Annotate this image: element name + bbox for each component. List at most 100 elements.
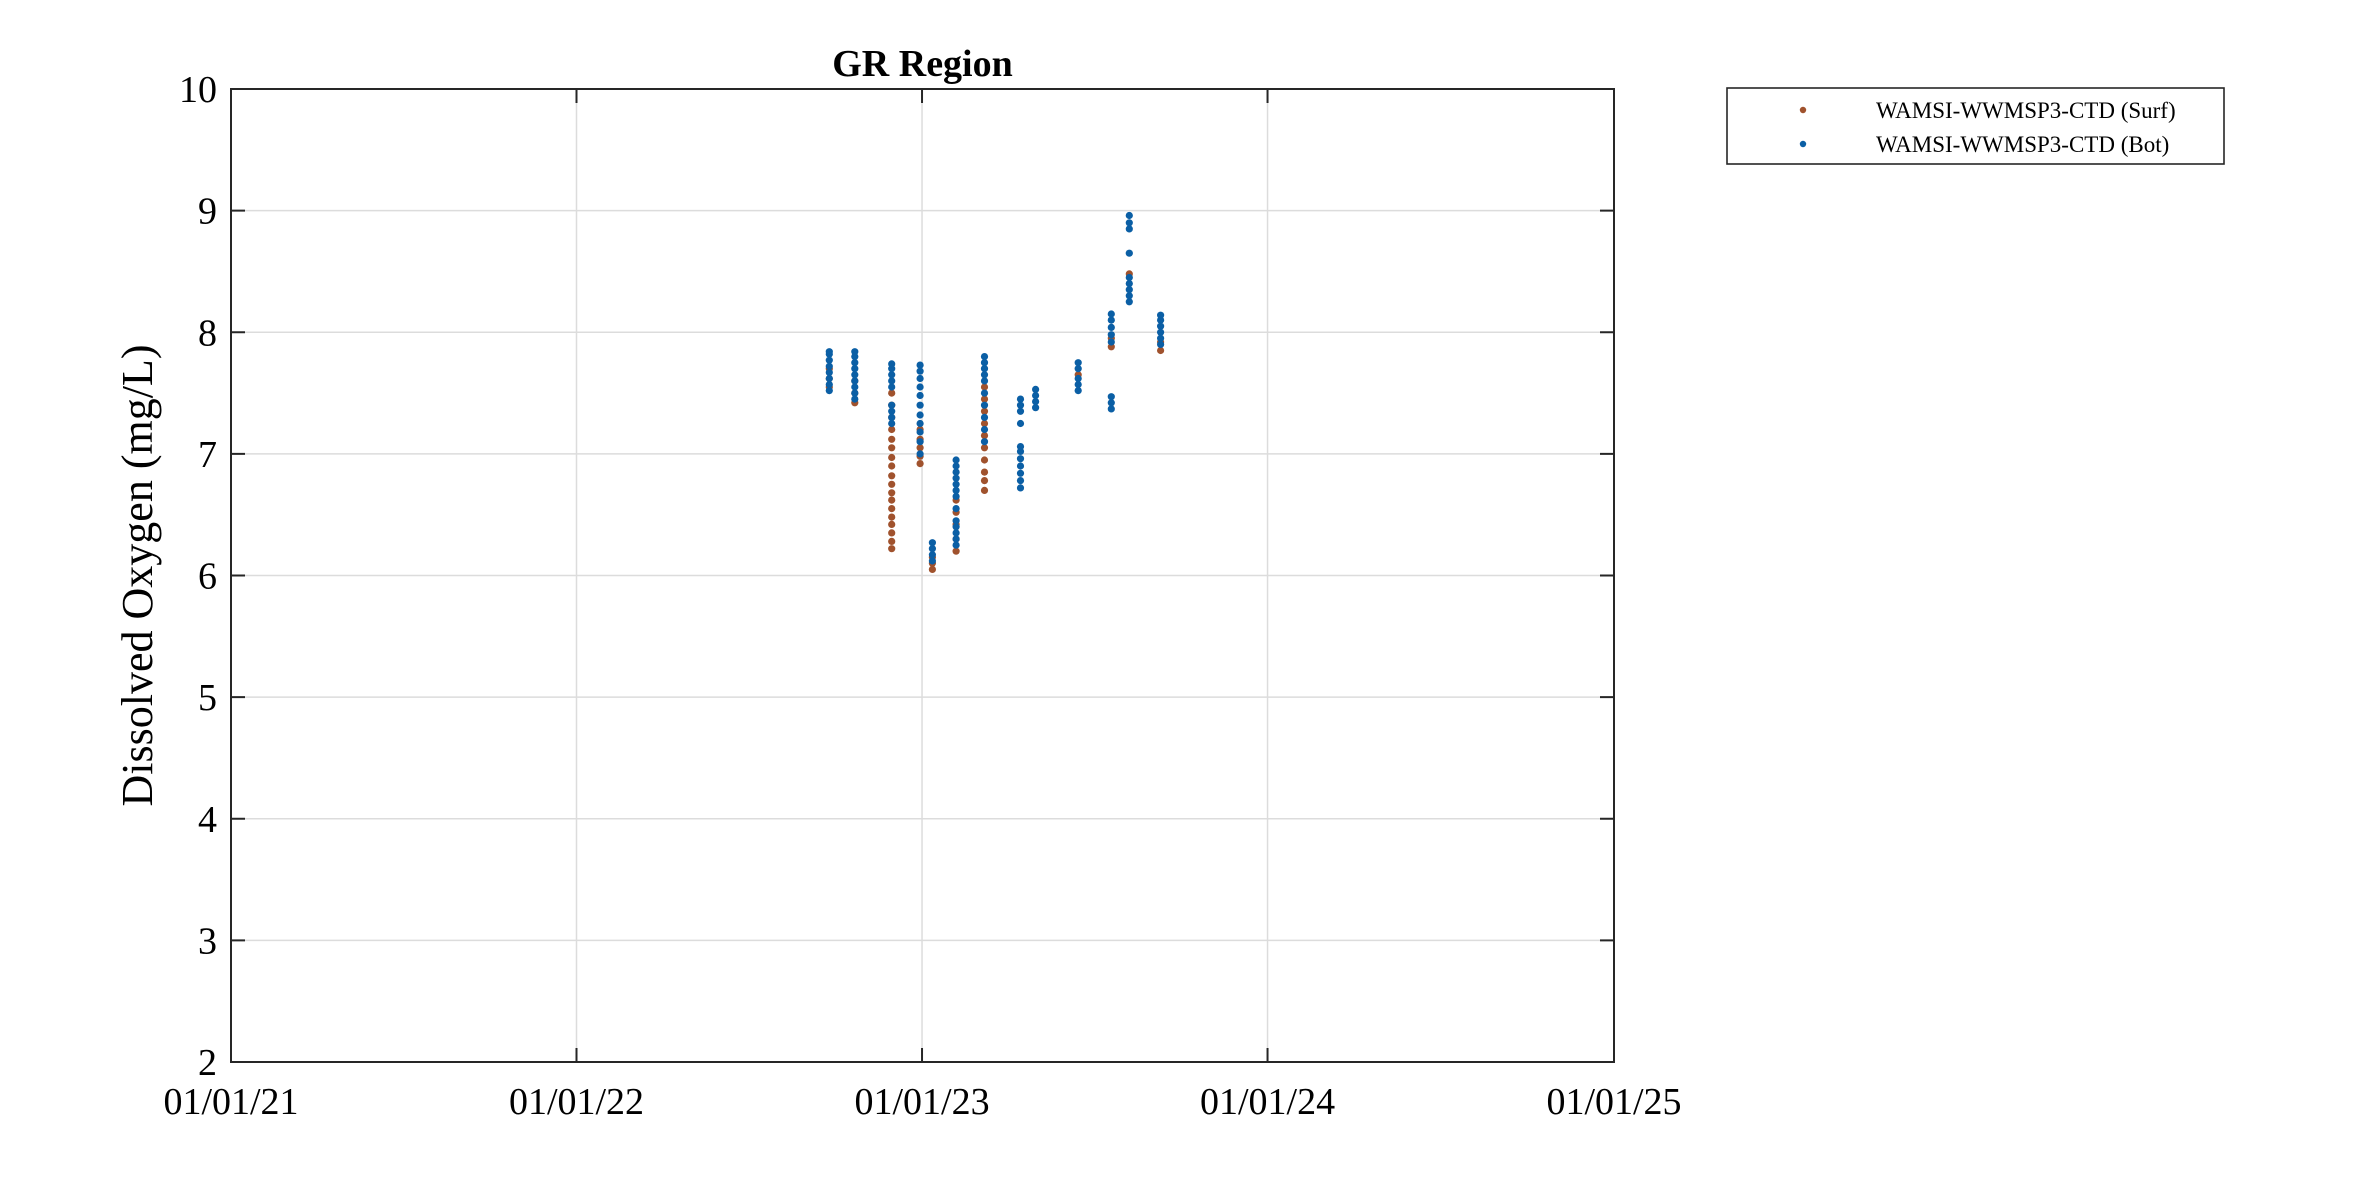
bot-data-point <box>980 365 989 373</box>
bot-data-point <box>952 505 960 513</box>
surf-data-point <box>888 480 896 488</box>
bot-data-point <box>916 428 924 436</box>
bot-data-point <box>1157 340 1165 348</box>
bot-data-point <box>952 474 960 482</box>
bot-data-point <box>1032 404 1040 412</box>
bot-data-point <box>1107 399 1115 407</box>
bot-data-point <box>916 391 924 400</box>
bot-data-point <box>1074 387 1082 395</box>
bot-data-point <box>952 535 960 543</box>
bot-data-point <box>851 365 859 373</box>
surf-data-point <box>980 383 989 391</box>
bot-data-point <box>888 377 896 385</box>
y-axis-label: Dissolved Oxygen (mg/L) <box>113 345 162 807</box>
bot-data-point <box>1074 365 1082 373</box>
surf-data-point <box>980 432 989 440</box>
bot-data-point <box>888 401 896 409</box>
y-tick-label: 9 <box>198 191 217 233</box>
surf-data-point <box>888 496 896 504</box>
bot-data-point <box>952 462 960 470</box>
bot-data-point <box>928 551 937 559</box>
surf-data-point <box>980 444 989 452</box>
bot-data-point <box>1016 407 1025 415</box>
bot-data-point <box>1032 391 1040 400</box>
bot-data-point <box>1125 211 1133 220</box>
surf-data-point <box>888 389 896 397</box>
bot-data-point <box>1016 395 1025 403</box>
bot-data-point <box>1074 359 1082 367</box>
bot-data-point <box>952 517 960 525</box>
bot-data-point <box>1157 328 1165 336</box>
surf-data-point <box>888 444 896 452</box>
bot-data-point <box>952 468 960 476</box>
bot-data-point <box>916 411 924 419</box>
surf-data-point <box>888 435 896 443</box>
bot-data-point <box>888 383 896 391</box>
bot-data-point <box>888 419 896 428</box>
x-tick-label: 01/01/23 <box>854 1081 989 1123</box>
bot-data-point <box>1107 393 1115 401</box>
grid-lines <box>231 89 1614 1062</box>
bot-data-point <box>1032 398 1040 406</box>
bot-data-point <box>1125 280 1133 288</box>
bot-data-point <box>1107 331 1115 339</box>
bot-data-point <box>916 383 924 391</box>
bot-data-point <box>1125 219 1133 227</box>
bot-data-point <box>888 407 896 415</box>
bot-data-point <box>1157 322 1165 330</box>
surf-data-point <box>888 520 896 529</box>
bot-data-point <box>1125 225 1133 233</box>
bot-data-point <box>980 438 989 446</box>
bot-data-point <box>1157 334 1165 342</box>
bot-data-point <box>952 456 960 464</box>
bot-data-point <box>1107 323 1115 331</box>
bot-data-point <box>916 401 924 409</box>
bot-data-point <box>1032 385 1040 393</box>
surf-data-point <box>888 453 896 462</box>
bot-data-point <box>1016 419 1025 428</box>
bot-data-point <box>825 387 833 395</box>
bot-data-point <box>916 438 924 446</box>
bot-data-point <box>1016 484 1025 492</box>
bot-data-point <box>1107 316 1115 324</box>
legend: WAMSI-WWMSP3-CTD (Surf) WAMSI-WWMSP3-CTD… <box>1726 87 2225 165</box>
bot-data-point <box>1016 443 1025 451</box>
bot-data-point <box>952 480 960 488</box>
bot-data-point <box>825 348 833 356</box>
bot-data-point <box>1016 462 1025 470</box>
bot-data-point <box>1125 292 1133 300</box>
bot-data-point <box>1016 477 1025 485</box>
bot-data-point <box>851 348 859 356</box>
x-tick-label: 01/01/24 <box>1200 1081 1335 1123</box>
bot-data-point <box>952 523 960 531</box>
bot-data-point <box>916 419 924 428</box>
bot-data-point <box>825 362 833 370</box>
bot-data-point <box>952 541 960 549</box>
bot-data-point <box>1125 249 1133 257</box>
bot-data-point <box>980 377 989 385</box>
bot-data-point <box>1016 401 1025 409</box>
surf-data-point <box>980 395 989 403</box>
y-tick-label: 3 <box>198 920 217 962</box>
bot-data-point <box>851 377 859 385</box>
bot-data-point <box>1157 311 1165 319</box>
y-tick-label: 5 <box>198 677 217 719</box>
legend-label-surf: WAMSI-WWMSP3-CTD (Surf) <box>1876 98 2176 123</box>
bot-data-point <box>952 486 960 494</box>
bot-data-point <box>980 425 989 434</box>
bot-data-point <box>1016 455 1025 463</box>
bot-data-point <box>980 389 989 397</box>
surf-data-point <box>980 477 989 485</box>
surf-data-point <box>928 565 937 574</box>
surf-data-point <box>888 545 896 553</box>
bot-data-point <box>851 371 859 379</box>
surf-data-point <box>888 489 896 497</box>
bot-data-point <box>888 371 896 379</box>
surf-data-point <box>916 460 924 468</box>
legend-box <box>1726 87 2225 165</box>
y-tick-label: 7 <box>198 434 217 476</box>
bot-data-point <box>825 356 833 364</box>
surf-data-point <box>980 407 989 415</box>
bot-data-point <box>888 360 896 368</box>
